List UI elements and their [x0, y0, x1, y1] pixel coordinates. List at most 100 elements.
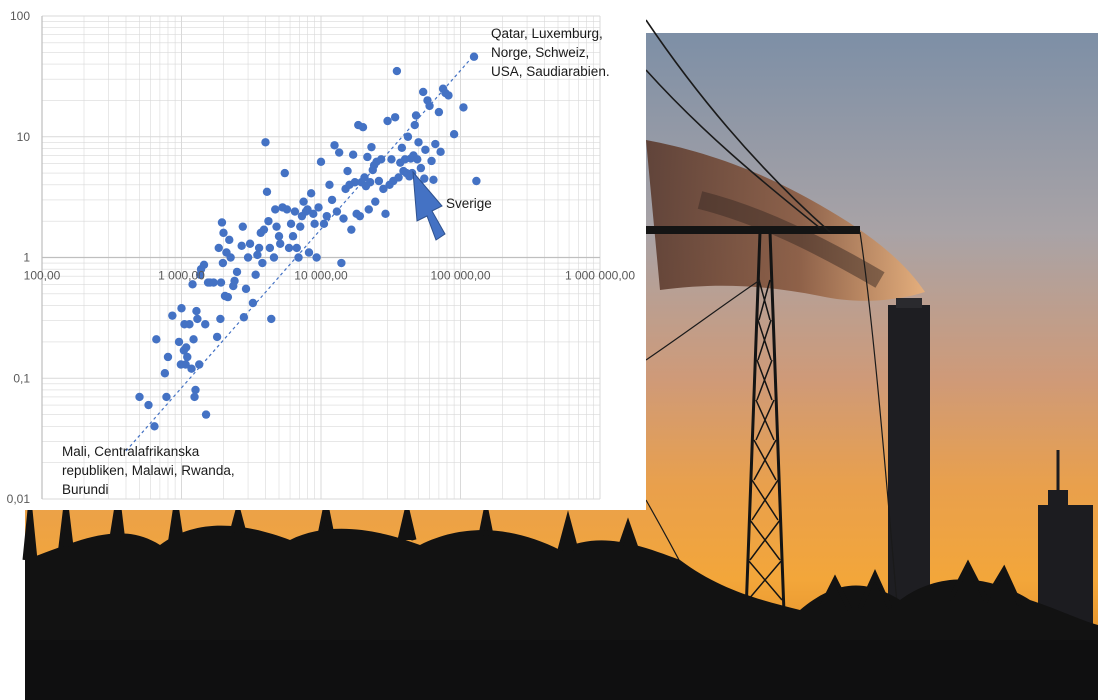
data-point: [459, 103, 468, 112]
data-point: [181, 360, 190, 369]
data-point: [367, 142, 376, 152]
data-point: [343, 166, 352, 176]
data-point: [347, 225, 356, 234]
y-tick-label: 10: [17, 130, 31, 144]
data-point: [209, 278, 218, 287]
data-point: [314, 203, 323, 212]
data-point: [181, 343, 191, 352]
data-point: [241, 284, 251, 294]
data-point: [322, 211, 331, 221]
data-point: [245, 239, 255, 248]
data-point: [392, 66, 402, 76]
data-point: [254, 243, 264, 253]
data-point: [243, 253, 253, 262]
data-point: [316, 157, 326, 167]
data-point: [304, 248, 314, 257]
annotation-sverige: Sverige: [446, 196, 492, 211]
y-tick-label: 0,01: [7, 492, 31, 506]
data-point: [418, 87, 428, 97]
data-point: [292, 243, 301, 253]
data-point: [312, 253, 321, 262]
data-point: [226, 253, 235, 262]
data-point: [469, 52, 479, 61]
data-point: [334, 148, 344, 157]
x-tick-label: 1 000,00: [158, 269, 205, 283]
data-point: [309, 209, 318, 219]
data-point: [187, 364, 196, 373]
data-point: [360, 173, 369, 182]
x-tick-label: 100,00: [24, 269, 61, 283]
data-point: [429, 175, 438, 185]
data-point: [150, 422, 159, 431]
data-point: [434, 107, 444, 117]
annotation-top-right: Qatar, Luxemburg, Norge, Schweiz, USA, S…: [491, 26, 610, 79]
data-point: [411, 111, 421, 120]
data-points: [135, 52, 481, 431]
y-tick-label: 0,1: [13, 371, 30, 385]
data-point: [286, 219, 296, 229]
data-point: [192, 306, 201, 316]
data-point: [185, 320, 194, 329]
data-point: [216, 278, 226, 287]
data-point: [319, 219, 329, 229]
data-point: [162, 392, 171, 402]
data-point: [276, 239, 285, 248]
data-point: [183, 352, 192, 362]
data-point: [174, 337, 184, 347]
data-point: [262, 187, 272, 197]
tick-labels: 100,00 1 000,00 10 000,00 100 000,00 1 000 0…: [7, 9, 636, 506]
data-point: [188, 280, 197, 289]
data-point: [390, 113, 400, 122]
data-point: [282, 205, 292, 214]
y-tick-label: 1: [23, 251, 30, 265]
data-point: [310, 219, 319, 229]
data-point: [219, 228, 228, 238]
data-point: [248, 298, 258, 308]
data-point: [325, 180, 334, 190]
data-point: [327, 195, 337, 205]
data-point: [232, 267, 242, 277]
data-point: [294, 253, 303, 262]
data-point: [144, 400, 153, 410]
x-tick-label: 1 000 000,00: [565, 269, 635, 283]
data-point: [214, 243, 223, 253]
data-point: [259, 225, 269, 234]
data-point: [239, 313, 249, 322]
data-point: [303, 205, 312, 214]
data-point: [160, 369, 170, 378]
data-point: [238, 222, 247, 231]
data-point: [374, 176, 384, 186]
data-point: [427, 156, 436, 166]
data-point: [199, 260, 209, 270]
data-point: [431, 139, 440, 149]
data-point: [251, 270, 260, 279]
data-point: [201, 320, 210, 329]
data-point: [280, 168, 289, 178]
data-point: [444, 91, 453, 100]
annotation-bottom-left: Mali, Centralafrikanska republiken, Mala…: [62, 444, 238, 497]
data-point: [416, 163, 426, 173]
data-point: [135, 392, 144, 402]
annotation-bottom-left-line-1: Mali, Centralafrikanska: [62, 444, 200, 459]
data-point: [265, 243, 275, 253]
data-point: [348, 150, 358, 159]
data-point: [387, 155, 396, 164]
scatter-chart: 100,00 1 000,00 10 000,00 100 000,00 1 000 0…: [7, 9, 636, 506]
data-point: [397, 143, 407, 153]
data-point: [223, 292, 233, 302]
data-point: [383, 116, 392, 126]
data-point: [421, 145, 430, 154]
data-point: [218, 258, 228, 268]
annotation-bottom-left-line-3: Burundi: [62, 482, 109, 497]
data-point: [299, 197, 308, 206]
data-point: [371, 197, 380, 206]
data-point: [271, 205, 280, 214]
x-tick-label: 100 000,00: [430, 269, 490, 283]
data-point: [306, 189, 316, 198]
annotation-top-right-line-1: Qatar, Luxemburg,: [491, 26, 603, 41]
data-point: [358, 122, 368, 132]
annotation-sverige-label: Sverige: [446, 196, 492, 211]
data-point: [376, 155, 386, 164]
data-point: [264, 216, 273, 226]
data-point: [403, 132, 413, 141]
